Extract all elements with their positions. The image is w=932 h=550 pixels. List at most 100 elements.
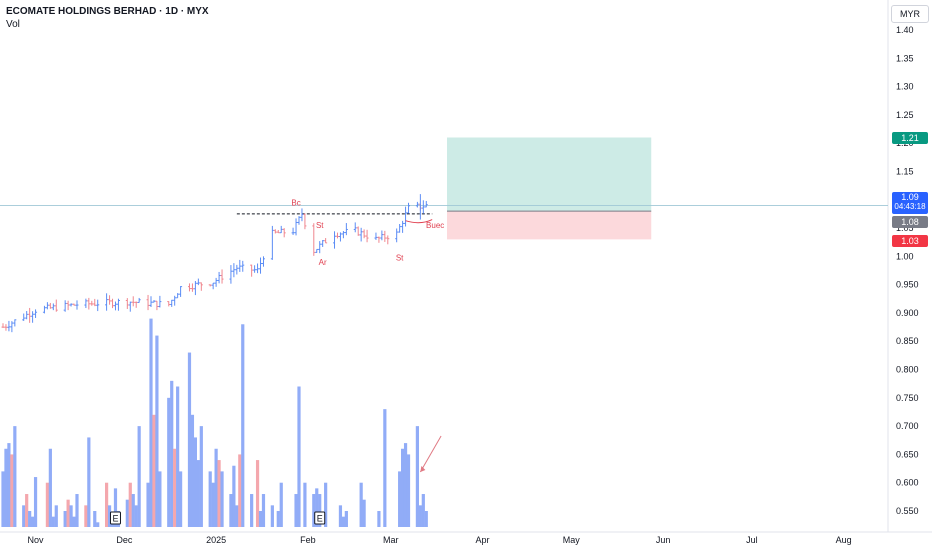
volume-bar [401,448,405,527]
volume-bar [33,477,38,527]
volume-arrow-head [420,466,426,472]
volume-bar [66,499,70,527]
volume-bar [238,454,242,527]
entry-price-tag: 1.08 [892,215,928,228]
volume-bar [403,443,408,527]
volume-bar [25,494,29,527]
volume-bar [261,494,266,527]
x-tick-label: Jul [746,535,758,545]
y-tick-label: 0.900 [896,308,919,318]
volume-bar [96,522,100,527]
volume-bar [250,494,254,527]
volume-bar [211,482,215,527]
volume-indicator-label[interactable]: Vol [6,19,20,30]
volume-bar [75,494,79,527]
volume-bar [4,448,8,527]
wyckoff-annotation: Buec [426,221,444,230]
volume-bar [87,437,91,527]
volume-bar [170,380,174,527]
volume-bar [297,386,301,527]
y-tick-label: 1.25 [896,110,914,120]
volume-bar [176,386,180,527]
x-tick-label: Jun [656,535,671,545]
volume-bar [155,335,159,527]
volume-bar [377,511,381,527]
stop-zone [447,211,652,240]
volume-bar [152,414,156,527]
volume-bar [383,409,387,527]
x-tick-label: Mar [383,535,399,545]
volume-bar [187,352,192,527]
volume-bar [196,460,200,527]
y-tick-label: 0.550 [896,506,919,516]
volume-bar [190,414,195,527]
volume-bar [167,397,171,527]
volume-bar [232,465,236,527]
volume-arrow [419,435,442,473]
volume-bar [128,482,132,527]
volume-bar [229,494,233,527]
volume-bar [137,426,141,527]
volume-bar [303,482,307,527]
volume-bar [235,505,239,527]
volume-bar [241,324,245,527]
currency-badge[interactable]: MYR [891,5,929,23]
volume-bar [276,511,280,527]
y-tick-label: 0.750 [896,393,919,403]
buec-curve [405,219,433,224]
y-tick-label: 1.15 [896,166,914,176]
wyckoff-annotation: Ar [319,258,327,267]
volume-bar [105,482,109,527]
target-zone [447,137,652,212]
volume-bar [258,511,263,527]
volume-bar [398,471,402,527]
y-tick-label: 0.700 [896,421,919,431]
x-tick-label: May [563,535,581,545]
volume-bar [22,505,26,527]
volume-bar [10,454,14,527]
volume-bar [149,318,153,527]
chart-title: ECOMATE HOLDINGS BERHAD · 1D · MYX [6,6,209,17]
volume-bar [279,482,283,527]
volume-bar [312,494,316,527]
earnings-marker [109,511,121,525]
volume-bar [158,471,162,527]
volume-bar [415,426,419,527]
x-tick-label: Nov [28,535,45,545]
volume-bar [362,499,366,527]
wyckoff-annotation: Bc [291,198,300,207]
volume-bar [359,482,363,527]
volume-bar [424,511,428,527]
y-tick-label: 0.850 [896,336,919,346]
volume-bar [13,426,17,527]
wyckoff-annotation: St [316,221,324,230]
stop-price-tag: 1.03 [892,234,928,247]
volume-bar [146,482,150,527]
volume-bar [217,460,221,527]
volume-bar [31,516,35,527]
x-tick-label: 2025 [206,535,226,545]
volume-bar [72,516,76,527]
volume-bar [421,494,425,527]
volume-bar [179,471,183,527]
y-tick-label: 0.600 [896,478,919,488]
earnings-marker [314,511,326,525]
volume-bar [84,505,88,527]
x-tick-label: Apr [476,535,490,545]
volume-bar [69,505,73,527]
volume-bar [418,505,422,527]
volume-bar [173,448,177,527]
x-tick-label: Aug [836,535,852,545]
earnings-marker-label: E [317,514,323,524]
volume-bar [125,499,129,527]
volume-bar [318,494,322,527]
volume-bar [294,494,298,527]
volume-bar [63,511,67,527]
earnings-marker-label: E [112,514,118,524]
volume-bar [255,460,260,527]
volume-bar [270,505,274,527]
volume-bar [54,505,58,527]
volume-bar [214,448,218,527]
volume-bar [45,482,49,527]
